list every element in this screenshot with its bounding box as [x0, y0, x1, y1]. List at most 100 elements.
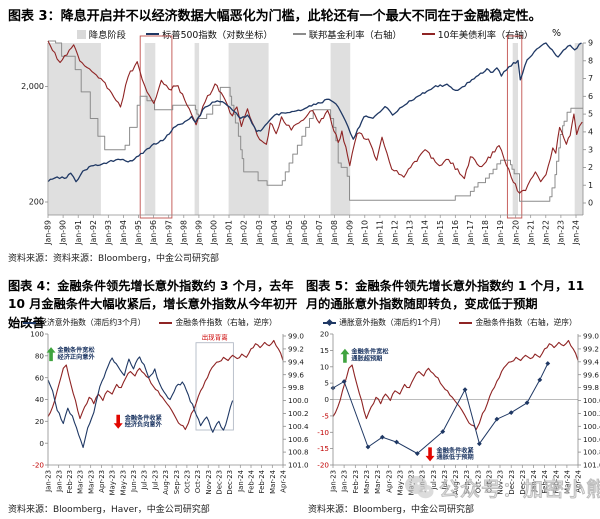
right-axis-tick-label: 100.0 [583, 396, 600, 405]
wechat-icon [405, 475, 434, 498]
left-axis-tick-label: 100 [30, 330, 44, 339]
series-line [48, 40, 583, 202]
right-axis-tick-label: 100.4 [288, 422, 309, 431]
x-axis-labels: Jan-89 Jan-90 Jan-91 Jan-92 Jan-93 Jan-94 Jan-… [44, 215, 581, 246]
x-axis-tick-label: Jan-09 [345, 220, 354, 246]
line-swatch [459, 321, 473, 324]
left-axis-tick-label: -10 [317, 428, 329, 437]
x-axis-tick-label: Jan-17 [466, 220, 475, 246]
right-axis-tick-label: 101.0 [288, 461, 309, 470]
right-axis-tick-label: 100.6 [583, 435, 600, 444]
x-axis-tick-label: Jan-02 [240, 220, 249, 246]
legend-item: 标普500指数（对数坐标） [145, 27, 273, 41]
x-axis-tick-label: Jan-16 [451, 220, 460, 246]
diamond-marker-icon [341, 379, 347, 384]
x-axis-tick-label: Jul-23 [151, 470, 159, 491]
right-axis-tick-label: 100.2 [288, 409, 309, 418]
legend-item: 降息阶段 [76, 27, 126, 41]
x-axis-tick-label: Jan-94 [119, 220, 128, 246]
right-axis-tick-label: 2 [588, 163, 593, 172]
watermark: 公众号：加密小熊 [404, 473, 600, 502]
figure4-chart: 出现背离 100 80 60 40 20 0 -20 99.0 99.2 99.4 99.6 99.8 1… [30, 330, 309, 496]
x-axis-tick-label: Apr-24 [280, 470, 288, 493]
right-axis-tick-label: 3 [588, 145, 593, 154]
x-axis-tick-label: Jan-01 [225, 220, 234, 246]
x-axis-tick-label: Jun-23 [130, 470, 138, 493]
right-axis-tick-label: 100.2 [583, 409, 600, 418]
right-axis-tick-label: 0 [588, 199, 593, 208]
diamond-marker-icon [440, 429, 446, 434]
annotation-text: 金融条件收紧 [436, 446, 475, 454]
diamond-marker-icon [326, 318, 334, 327]
band-swatch [76, 29, 86, 39]
line-swatch [23, 321, 37, 324]
x-axis-tick-label: Mar-23 [363, 470, 371, 494]
line-swatch [292, 33, 306, 35]
figure4-legend: 经济意外指数（滞后约3个月） 金融条件指数（右轴，逆序） [0, 317, 300, 328]
right-axis-tick-label: 101.0 [583, 461, 600, 470]
annotation-text: 金融条件收紧 [124, 414, 163, 422]
series-line [47, 339, 284, 431]
right-axis-tick-label: 5 [588, 110, 593, 119]
x-axis-tick-label: Jan-05 [285, 220, 294, 246]
left-axis-tick-label: 80 [35, 351, 45, 360]
series-line [332, 363, 549, 454]
legend-item: 联邦基金利率（右轴） [292, 27, 402, 41]
right-axis-tick-label: 4 [588, 128, 593, 137]
diamond-marker-icon [508, 410, 514, 415]
right-axis-tick-label: 99.2 [583, 345, 599, 354]
right-axis-tick-label: 99.8 [288, 383, 304, 392]
left-axis-tick-label: -5 [322, 412, 329, 421]
x-axis-tick-label: Jan-20 [511, 220, 520, 246]
x-axis-tick-label: Jan-89 [44, 220, 53, 246]
x-axis-tick-label: Jan-06 [300, 220, 309, 246]
series-line [47, 356, 234, 449]
x-axis-tick-label: Dec-23 [508, 470, 516, 495]
series-line [332, 339, 579, 431]
right-axis-tick-label: 100.6 [288, 435, 309, 444]
watermark-text: 公众号：加密小熊 [438, 476, 600, 501]
x-axis-tick-label: Jan-19 [496, 220, 505, 246]
x-axis-tick-label: Mar-23 [374, 470, 382, 494]
right-axis-tick-label: 99.6 [288, 370, 304, 379]
rate-cut-band [512, 43, 518, 215]
diamond-marker-icon [524, 400, 530, 406]
left-axis-tick-label: 60 [35, 373, 45, 382]
x-axis-tick-label: Jan-04 [270, 220, 279, 246]
x-axis-tick-label: Oct-23 [486, 470, 494, 493]
legend-item: 金融条件指数（右轴，逆序） [159, 317, 277, 328]
x-axis-tick-label: Dec-23 [226, 470, 234, 495]
right-axis-tick-label: 99.6 [583, 370, 599, 379]
x-axis-tick-label: Feb-24 [258, 470, 266, 493]
x-axis-tick-label: Oct-23 [474, 470, 482, 493]
legend-label: 经济意外指数（滞后约3个月） [39, 318, 146, 327]
x-axis-tick-label: Feb-24 [248, 470, 256, 493]
annotation-text: 金融条件宽松 [57, 346, 96, 354]
x-axis-tick-label: Jul-23 [430, 470, 438, 491]
right-axis-tick-label: 8 [588, 56, 593, 65]
right-axis-tick-label: 99.4 [288, 357, 304, 366]
x-axis-tick-label: Jan-90 [59, 220, 68, 246]
highlight-box [139, 35, 173, 219]
x-axis-tick-label: Nov-23 [205, 470, 213, 495]
x-axis-tick-label: Apr-23 [98, 470, 106, 493]
diamond-marker-icon [379, 434, 385, 440]
right-axis-tick-label: 1 [588, 181, 593, 190]
legend-label: 金融条件指数（右轴，逆序） [175, 318, 277, 327]
x-axis-tick-label: Jan-93 [104, 220, 113, 246]
annotation-text: 经济负向意外 [125, 421, 163, 429]
left-axis-tick-label: 0 [324, 395, 329, 404]
annotation-text: 通胀超预期 [351, 355, 382, 363]
figure5-legend: 通胀意外指数（滞后约1个月） 金融条件指数（右轴，逆序） [300, 317, 600, 328]
diamond-marker-icon [476, 441, 482, 447]
x-axis-tick-label: Sep-23 [463, 470, 471, 494]
diamond-marker-icon [462, 387, 468, 393]
legend-label: 金融条件指数（右轴，逆序） [475, 318, 577, 327]
highlight-box [506, 35, 523, 219]
legend-item: 经济意外指数（滞后约3个月） [23, 317, 145, 328]
line-swatch [145, 33, 159, 35]
x-axis-tick-label: Mar-24 [564, 470, 572, 494]
x-axis-tick-label: Jul-23 [441, 470, 449, 491]
left-axis-tick-label: 20 [320, 330, 330, 339]
